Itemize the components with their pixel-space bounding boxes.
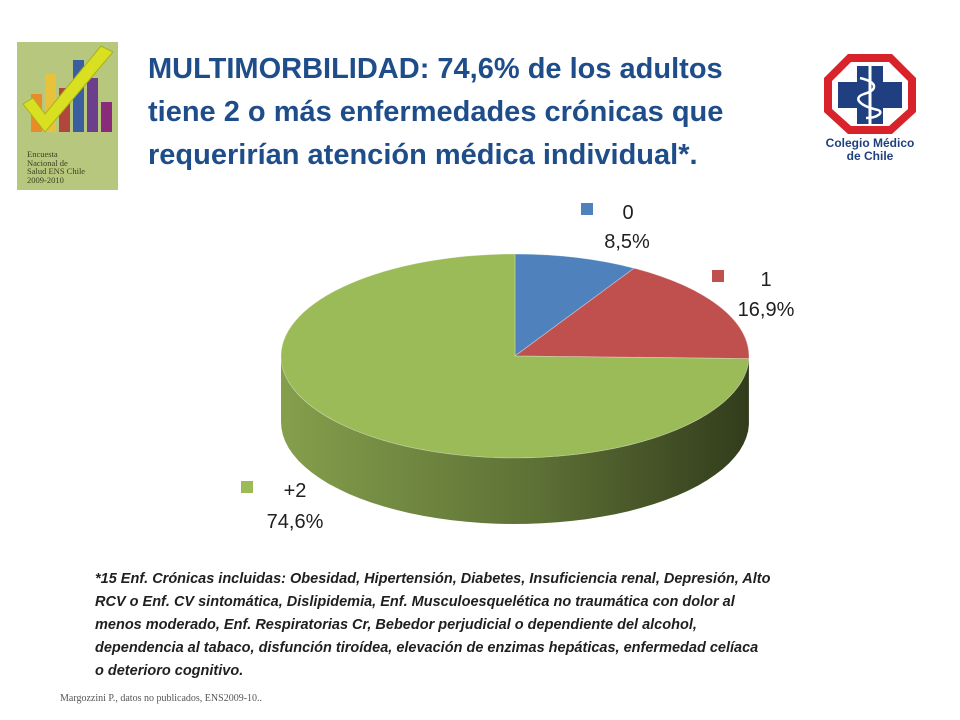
slice-category-label: 0 bbox=[622, 202, 633, 224]
source-citation: Margozzini P., datos no publicados, ENS2… bbox=[60, 693, 263, 704]
slice-value-label: 74,6% bbox=[267, 511, 324, 533]
pie-slice-+2 bbox=[280, 253, 750, 459]
pie-side-+2 bbox=[281, 356, 749, 524]
logo-bar bbox=[59, 88, 70, 132]
colegio-medico-logo bbox=[824, 54, 916, 134]
logo-bar bbox=[101, 102, 112, 132]
slice-value-label: 8,5% bbox=[604, 231, 650, 253]
pie-slice-1 bbox=[513, 267, 750, 360]
ens-logo: Encuesta Nacional de Salud ENS Chile 200… bbox=[17, 42, 118, 190]
logo-bar bbox=[73, 60, 84, 132]
checkmark-icon bbox=[22, 45, 114, 133]
slice-category-label: +2 bbox=[284, 480, 307, 502]
logo-bar bbox=[45, 74, 56, 132]
pie-slice-0 bbox=[514, 253, 636, 357]
colegio-medico-text: Colegio Médico de Chile bbox=[825, 136, 915, 163]
footnote: *15 Enf. Crónicas incluidas: Obesidad, H… bbox=[95, 571, 771, 679]
legend-key-+2 bbox=[241, 481, 253, 493]
slide-title: MULTIMORBILIDAD: 74,6% de los adultos ti… bbox=[148, 53, 724, 171]
slice-category-label: 1 bbox=[760, 269, 771, 291]
slice-value-label: 16,9% bbox=[738, 299, 795, 321]
legend-key-0 bbox=[581, 203, 593, 215]
legend-key-1 bbox=[712, 270, 724, 282]
logo-bar bbox=[87, 78, 98, 132]
ens-logo-text: Encuesta Nacional de Salud ENS Chile 200… bbox=[27, 149, 86, 185]
